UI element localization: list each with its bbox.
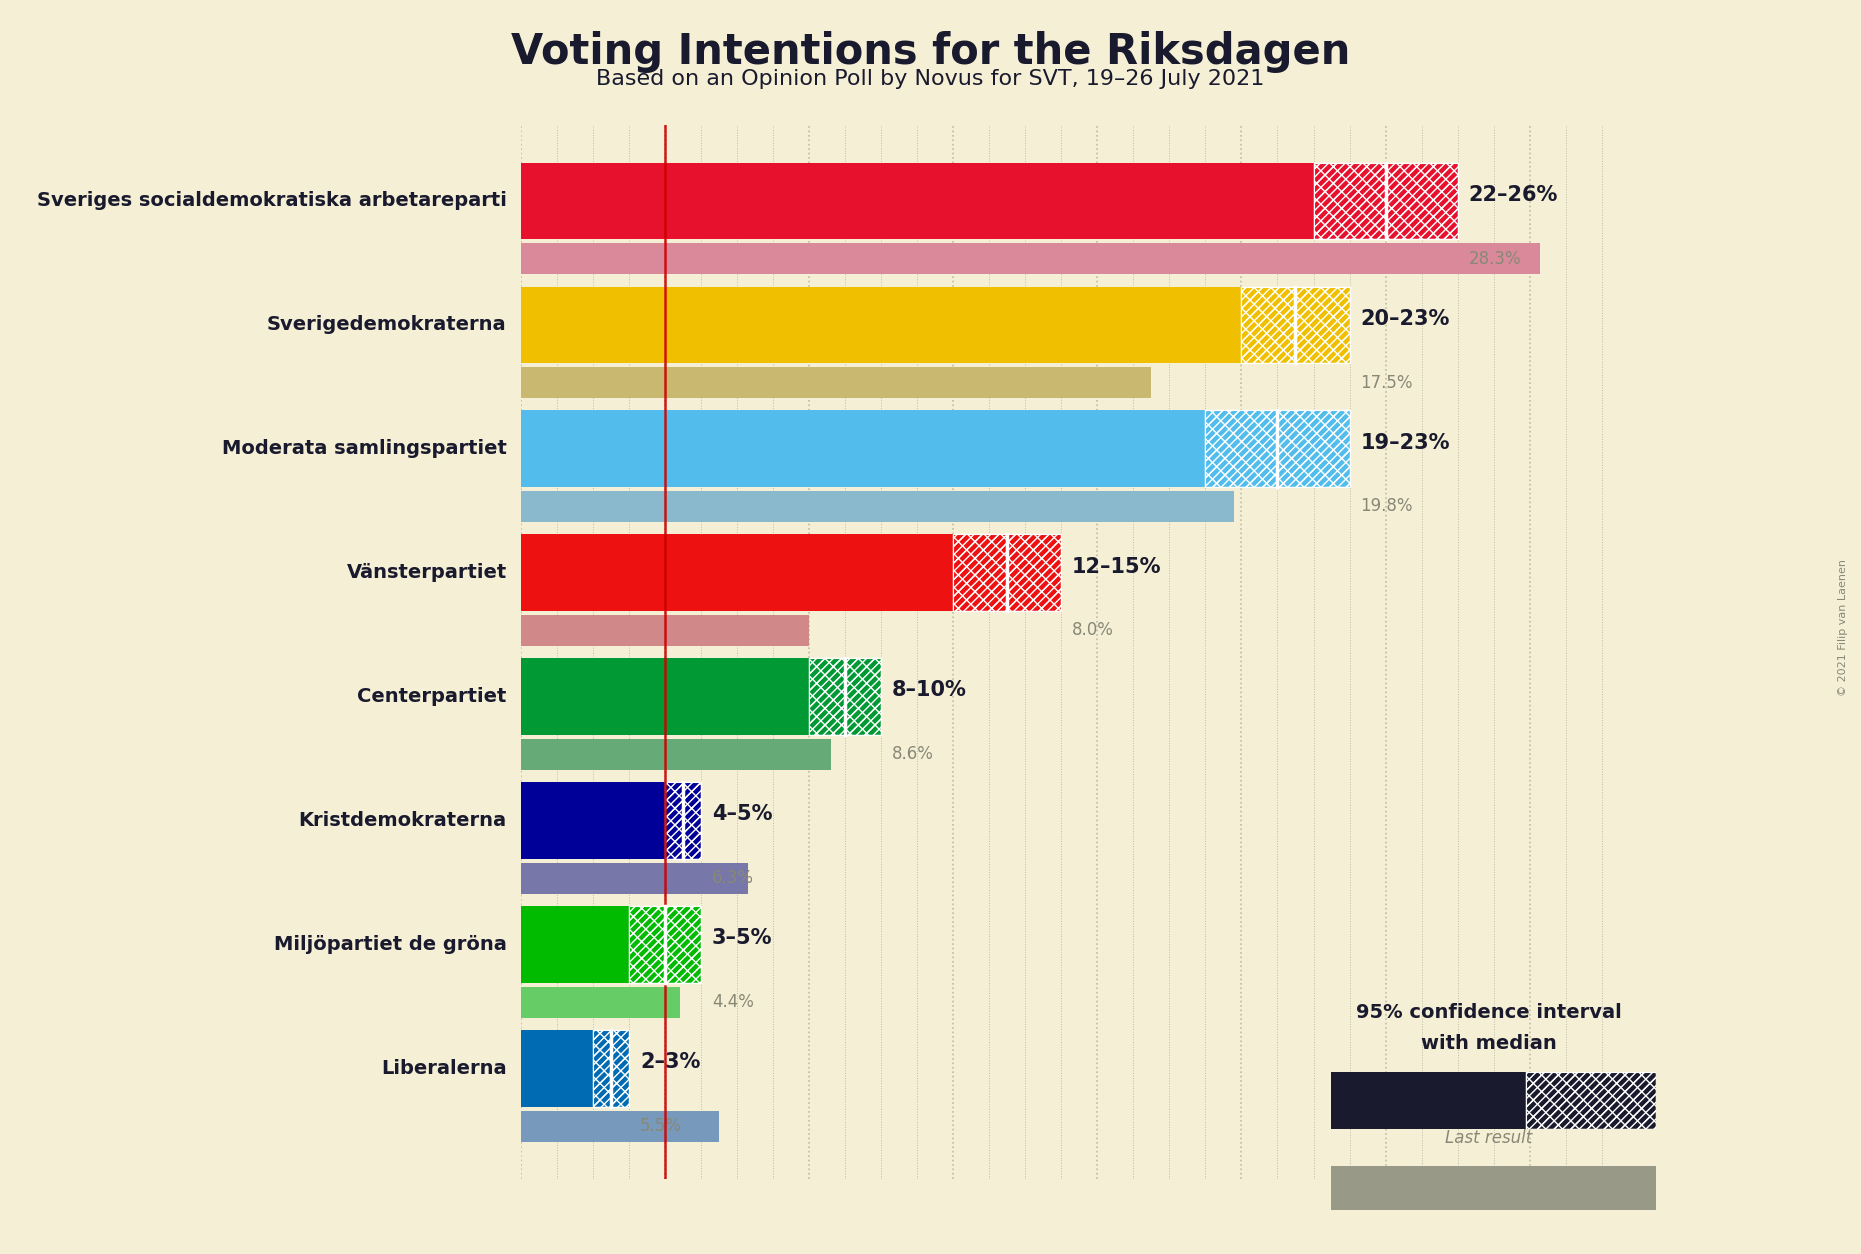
Text: 17.5%: 17.5% [1360, 374, 1412, 391]
Text: Centerpartiet: Centerpartiet [357, 687, 506, 706]
Bar [1241, 286, 1349, 364]
Bar [629, 907, 702, 983]
Text: 5.5%: 5.5% [640, 1117, 681, 1135]
Text: 12–15%: 12–15% [1072, 557, 1161, 577]
Bar [521, 492, 1234, 522]
Bar [810, 658, 882, 735]
Text: Voting Intentions for the Riksdagen: Voting Intentions for the Riksdagen [510, 31, 1351, 73]
Bar [629, 907, 702, 983]
Bar [1314, 163, 1457, 240]
Text: 4.4%: 4.4% [713, 993, 754, 1011]
Bar [1314, 163, 1457, 240]
Text: 3–5%: 3–5% [713, 928, 772, 948]
Bar [953, 534, 1061, 611]
Bar [1241, 286, 1349, 364]
Bar [521, 863, 748, 894]
Bar [521, 286, 1241, 364]
Text: 22–26%: 22–26% [1468, 184, 1558, 204]
Bar [664, 782, 702, 859]
Text: © 2021 Filip van Laenen: © 2021 Filip van Laenen [1839, 558, 1848, 696]
Bar [810, 658, 882, 735]
Bar [1241, 286, 1349, 364]
Bar [953, 534, 1061, 611]
Bar [521, 782, 664, 859]
Bar [521, 534, 953, 611]
Bar [1526, 1072, 1656, 1129]
Text: 8–10%: 8–10% [891, 681, 968, 701]
Text: 4–5%: 4–5% [713, 804, 772, 824]
Bar [664, 782, 702, 859]
Bar [1206, 410, 1349, 488]
Text: 2–3%: 2–3% [640, 1052, 700, 1072]
Bar [1526, 1072, 1656, 1129]
Text: 8.6%: 8.6% [891, 745, 934, 764]
Bar [521, 367, 1152, 398]
Bar [594, 1030, 629, 1107]
Text: Moderata samlingspartiet: Moderata samlingspartiet [221, 439, 506, 459]
Text: 95% confidence interval: 95% confidence interval [1357, 1003, 1621, 1022]
Bar [810, 658, 882, 735]
Text: Based on an Opinion Poll by Novus for SVT, 19–26 July 2021: Based on an Opinion Poll by Novus for SV… [596, 69, 1265, 89]
Bar [521, 987, 679, 1018]
Bar [521, 739, 830, 770]
Text: with median: with median [1422, 1035, 1556, 1053]
Bar [1314, 163, 1457, 240]
Text: 19–23%: 19–23% [1360, 433, 1450, 453]
Bar [664, 782, 702, 859]
Text: 28.3%: 28.3% [1468, 250, 1520, 267]
Bar [521, 1030, 594, 1107]
Bar [1206, 410, 1349, 488]
Bar [594, 1030, 629, 1107]
Text: Kristdemokraterna: Kristdemokraterna [298, 811, 506, 830]
Bar [953, 534, 1061, 611]
Bar [521, 907, 629, 983]
Bar [521, 410, 1206, 488]
Bar [521, 163, 1314, 240]
Bar [629, 907, 702, 983]
Text: Last result: Last result [1446, 1130, 1532, 1147]
Text: Vänsterpartiet: Vänsterpartiet [346, 563, 506, 582]
Bar [594, 1030, 629, 1107]
Text: 20–23%: 20–23% [1360, 308, 1450, 329]
Text: Miljöpartiet de gröna: Miljöpartiet de gröna [274, 935, 506, 954]
Text: Liberalerna: Liberalerna [382, 1058, 506, 1078]
Bar [521, 658, 810, 735]
Bar [521, 614, 810, 646]
Text: 8.0%: 8.0% [1072, 622, 1115, 640]
Text: Sveriges socialdemokratiska arbetareparti: Sveriges socialdemokratiska arbetarepart… [37, 192, 506, 211]
Bar [1331, 1072, 1526, 1129]
Bar [521, 243, 1541, 275]
Text: Sverigedemokraterna: Sverigedemokraterna [266, 316, 506, 335]
Text: 19.8%: 19.8% [1360, 498, 1412, 515]
Bar [1206, 410, 1349, 488]
Text: 6.3%: 6.3% [713, 869, 754, 888]
Bar [1526, 1072, 1656, 1129]
Bar [521, 1111, 718, 1141]
